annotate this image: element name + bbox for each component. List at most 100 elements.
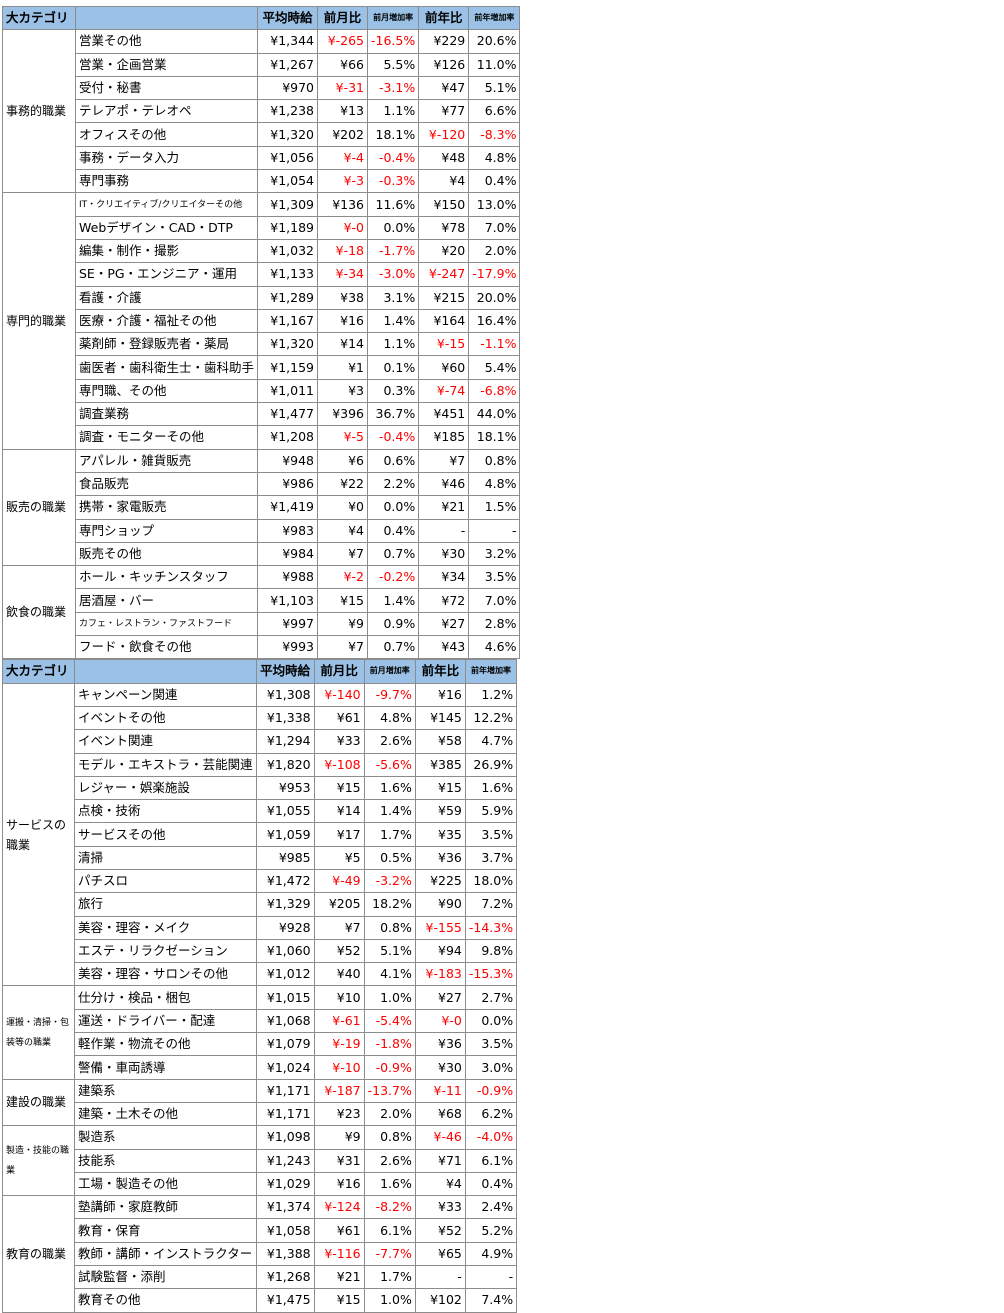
mom-cell: ¥38 — [317, 285, 369, 310]
job-name-cell: エステ・リラクゼーション — [74, 938, 257, 964]
yoy-rate-cell: 6.6% — [468, 99, 521, 124]
mom-rate-cell: 1.1% — [367, 99, 420, 124]
yoy-rate-cell: -8.3% — [468, 122, 521, 147]
job-name-cell: 編集・制作・撮影 — [74, 238, 259, 264]
avg-wage-cell: ¥1,032 — [257, 238, 319, 264]
table-row: 食品販売 ¥986 ¥22 2.2% ¥46 4.8% — [3, 471, 521, 497]
yoy-cell: ¥-247 — [418, 262, 470, 287]
yoy-cell: ¥-15 — [418, 332, 470, 357]
job-name-cell: 運送・ドライバー・配達 — [74, 1008, 257, 1034]
mom-cell: ¥61 — [313, 1218, 365, 1243]
table-row: SE・PG・エンジニア・運用 ¥1,133 ¥-34 -3.0% ¥-247 -17.9% — [3, 262, 521, 287]
mom-cell: ¥6 — [317, 448, 369, 473]
yoy-rate-cell: 6.2% — [464, 1101, 518, 1127]
mom-cell: ¥5 — [313, 845, 365, 870]
avg-wage-cell: ¥1,024 — [255, 1055, 315, 1080]
avg-wage-cell: ¥1,171 — [255, 1078, 315, 1103]
table-row: 運搬・清掃・包装等の職業 仕分け・検品・梱包 ¥1,015 ¥10 1.0% ¥27 2.7… — [2, 985, 518, 1080]
mom-cell: ¥13 — [317, 99, 369, 124]
job-name-cell: ホール・キッチンスタッフ — [74, 565, 259, 590]
mom-rate-cell: 4.8% — [363, 705, 416, 731]
table-row: 試験監督・添削 ¥1,268 ¥21 1.7% - - — [3, 1265, 518, 1290]
table-row: 技能系 ¥1,243 ¥31 2.6% ¥71 6.1% — [3, 1148, 518, 1173]
mom-rate-cell: 0.7% — [367, 541, 420, 567]
table-row: エステ・リラクゼーション ¥1,060 ¥52 5.1% ¥94 9.8% — [3, 938, 518, 964]
mom-rate-cell: -0.9% — [363, 1055, 416, 1080]
avg-wage-cell: ¥1,055 — [255, 799, 315, 824]
right-header-row: 大カテゴリ 平均時給 前月比 前月増加率 前年比 前年増加率 — [2, 659, 518, 684]
table-row: 医療・介護・福祉その他 ¥1,167 ¥16 1.4% ¥164 16.4% — [3, 308, 521, 334]
mom-cell: ¥9 — [313, 1125, 365, 1150]
yoy-rate-cell: 0.0% — [464, 1008, 518, 1034]
avg-wage-cell: ¥928 — [255, 915, 315, 940]
yoy-cell: ¥215 — [418, 285, 470, 310]
yoy-rate-cell: 2.8% — [468, 611, 521, 637]
header-avg-wage: 平均時給 — [257, 5, 319, 31]
table-row: 専門職、その他 ¥1,011 ¥3 0.3% ¥-74 -6.8% — [3, 378, 521, 404]
table-row: 事務的職業 営業その他 ¥1,344 ¥-265 -16.5% ¥229 20.6% — [2, 29, 521, 194]
job-name-cell: パチスロ — [74, 868, 257, 894]
table-row: 教師・講師・インストラクター ¥1,388 ¥-116 -7.7% ¥65 4.9% — [3, 1241, 518, 1267]
mom-rate-cell: 1.6% — [363, 775, 416, 801]
mom-rate-cell: 0.8% — [363, 1125, 416, 1150]
right-wage-table: 大カテゴリ 平均時給 前月比 前月増加率 前年比 前年増加率 サービスの職業 キャ… — [2, 659, 518, 1313]
yoy-rate-cell: 2.7% — [464, 985, 518, 1010]
yoy-rate-cell: 4.6% — [468, 635, 521, 660]
avg-wage-cell: ¥1,267 — [257, 52, 319, 77]
mom-cell: ¥-5 — [317, 425, 369, 450]
avg-wage-cell: ¥1,388 — [255, 1241, 315, 1267]
mom-rate-cell: -0.4% — [367, 425, 420, 450]
job-name-cell: 仕分け・検品・梱包 — [74, 985, 257, 1010]
table-row: 警備・車両誘導 ¥1,024 ¥-10 -0.9% ¥30 3.0% — [3, 1055, 518, 1080]
yoy-cell: ¥102 — [414, 1288, 466, 1313]
yoy-rate-cell: 16.4% — [468, 308, 521, 334]
mom-rate-cell: 1.0% — [363, 985, 416, 1010]
mom-rate-cell: -3.0% — [367, 262, 420, 287]
mom-cell: ¥14 — [313, 799, 365, 824]
table-row: 看護・介護 ¥1,289 ¥38 3.1% ¥215 20.0% — [3, 285, 521, 310]
mom-cell: ¥52 — [313, 938, 365, 964]
mom-cell: ¥10 — [313, 985, 365, 1010]
mom-rate-cell: -7.7% — [363, 1241, 416, 1267]
table-row: 教育・保育 ¥1,058 ¥61 6.1% ¥52 5.2% — [3, 1218, 518, 1243]
yoy-cell: - — [418, 518, 470, 543]
yoy-cell: ¥30 — [418, 541, 470, 567]
avg-wage-cell: ¥953 — [255, 775, 315, 801]
job-name-cell: イベントその他 — [74, 705, 257, 731]
job-name-cell: 塾講師・家庭教師 — [74, 1195, 257, 1220]
mom-cell: ¥31 — [313, 1148, 365, 1173]
table-row: サービスその他 ¥1,059 ¥17 1.7% ¥35 3.5% — [3, 822, 518, 847]
yoy-cell: ¥150 — [418, 192, 470, 217]
table-row: 専門事務 ¥1,054 ¥-3 -0.3% ¥4 0.4% — [3, 169, 521, 194]
table-row: 旅行 ¥1,329 ¥205 18.2% ¥90 7.2% — [3, 892, 518, 917]
table-row: 歯医者・歯科衛生士・歯科助手 ¥1,159 ¥1 0.1% ¥60 5.4% — [3, 355, 521, 380]
category-cell: 製造・技能の職業 — [2, 1125, 75, 1197]
mom-rate-cell: 4.1% — [363, 962, 416, 987]
yoy-cell: - — [414, 1265, 466, 1290]
yoy-cell: ¥27 — [418, 611, 470, 637]
avg-wage-cell: ¥1,189 — [257, 215, 319, 240]
avg-wage-cell: ¥1,475 — [255, 1288, 315, 1313]
mom-cell: ¥-140 — [313, 682, 365, 707]
yoy-rate-cell: - — [464, 1265, 518, 1290]
avg-wage-cell: ¥1,419 — [257, 495, 319, 520]
table-row: 教育の職業 塾講師・家庭教師 ¥1,374 ¥-124 -8.2% ¥33 2.4% — [2, 1195, 518, 1313]
mom-rate-cell: 1.4% — [367, 308, 420, 334]
job-name-cell: 建築系 — [74, 1078, 257, 1103]
job-name-cell: SE・PG・エンジニア・運用 — [74, 262, 259, 287]
table-row: パチスロ ¥1,472 ¥-49 -3.2% ¥225 18.0% — [3, 868, 518, 894]
job-name-cell: アパレル・雑貨販売 — [74, 448, 259, 473]
mom-cell: ¥-61 — [313, 1008, 365, 1034]
job-name-cell: 携帯・家電販売 — [74, 495, 259, 520]
mom-rate-cell: 1.1% — [367, 332, 420, 357]
job-name-cell: 工場・製造その他 — [74, 1171, 257, 1197]
job-name-cell: 清掃 — [74, 845, 257, 870]
job-name-cell: 試験監督・添削 — [74, 1265, 257, 1290]
job-name-cell: 教育その他 — [74, 1288, 257, 1313]
mom-cell: ¥4 — [317, 518, 369, 543]
job-name-cell: 技能系 — [74, 1148, 257, 1173]
yoy-cell: ¥225 — [414, 868, 466, 894]
yoy-cell: ¥36 — [414, 845, 466, 870]
avg-wage-cell: ¥1,243 — [255, 1148, 315, 1173]
yoy-cell: ¥34 — [418, 565, 470, 590]
